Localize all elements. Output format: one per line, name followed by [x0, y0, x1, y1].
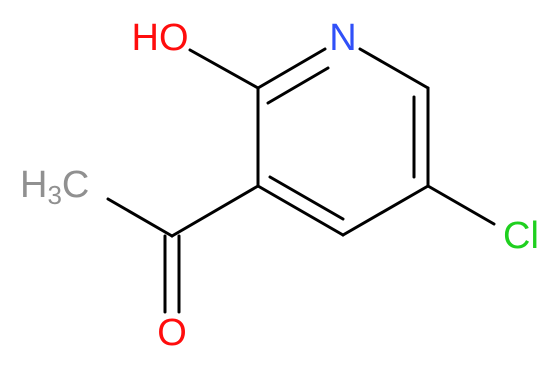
- bonds: [106, 47, 496, 314]
- bond: [268, 175, 345, 221]
- bond: [256, 184, 345, 237]
- bond: [170, 184, 260, 238]
- atom-symbol: H: [20, 164, 47, 206]
- atom-label: N: [329, 17, 356, 59]
- atom-label: O: [157, 312, 187, 354]
- bond: [426, 184, 496, 226]
- atom-label: HO: [132, 17, 189, 59]
- atom-subscript: 3: [47, 180, 61, 210]
- atom-symbol: C: [62, 164, 89, 206]
- bond: [266, 66, 330, 105]
- atom-label: H3C: [20, 164, 89, 210]
- bond: [358, 47, 430, 90]
- bond: [188, 48, 260, 90]
- bond: [106, 197, 174, 238]
- bond: [256, 47, 327, 90]
- bond: [341, 184, 430, 237]
- atom-label: Cl: [503, 215, 539, 257]
